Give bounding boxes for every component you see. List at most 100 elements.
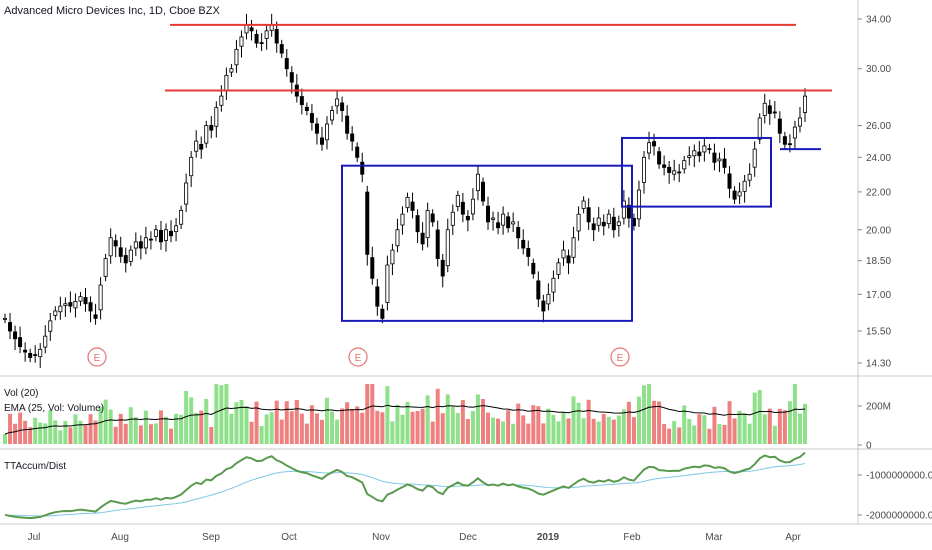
candle-body [28,352,33,358]
candle-body [792,126,797,139]
candle-body [375,286,380,307]
volume-bar [194,412,199,444]
candle-body [586,207,591,223]
volume-bar [415,411,420,444]
candle-body [314,123,319,134]
candle-body [611,216,616,231]
volume-bar [264,414,269,444]
candle-body [415,215,420,233]
candle-body [470,198,475,215]
range-box [621,136,772,208]
volume-bar [38,422,43,444]
candle-body [18,337,23,348]
candle-body [38,348,43,358]
candle-body [561,249,566,259]
volume-bar [345,402,350,444]
volume-bar [350,409,355,444]
earnings-marker-label: E [94,353,101,364]
candle-body [325,123,330,141]
candle-body [501,213,506,226]
volume-bar [792,384,797,444]
volume-bar [214,384,219,444]
time-tick-label: Apr [785,532,801,543]
candle-body [626,204,631,219]
candle-body [556,262,561,275]
volume-bar [43,423,48,444]
candle-body [204,125,209,144]
candle-body [667,166,672,173]
candle-body [174,225,179,233]
candle-body [53,310,58,316]
volume-bar [269,412,274,444]
volume-bar [68,427,73,444]
volume-bar [420,408,425,444]
volume-bar [410,411,415,444]
volume-bar [672,421,677,444]
volume-bar [762,414,767,444]
volume-bar [158,410,163,444]
candle-body [284,58,289,70]
volume-bar [687,419,692,444]
volume-bar [470,411,475,444]
candle-body [189,156,194,177]
candle-body [299,96,304,106]
volume-bar [440,413,445,444]
volume-bars [3,384,807,444]
candle-body [244,24,249,34]
volume-bar [551,415,556,444]
volume-bar [797,413,802,444]
candle-body [455,195,460,207]
volume-bar [199,410,204,444]
chart-title: Advanced Micro Devices Inc, 1D, Cboe BZX [4,5,220,17]
volume-bar [3,434,7,444]
volume-bar [259,426,264,444]
time-tick-label: Aug [111,532,129,543]
candle-body [395,229,400,247]
volume-bar [722,425,727,444]
candle-body [606,213,611,225]
volume-bar [667,428,672,444]
volume-bar [732,418,737,444]
candle-body [133,241,138,249]
volume-bar [133,417,138,444]
volume-bar [581,418,586,444]
candle-body [551,277,556,293]
candle-body [777,118,782,134]
volume-bar [289,411,294,444]
volume-bar [340,408,345,444]
volume-bar [450,406,455,444]
price-axis-ticks: 34.00 30.00 26.00 24.00 22.00 20.00 18.50 17.00… [858,15,932,522]
volume-bar [88,414,93,444]
candle-body [219,95,224,106]
earnings-marker [348,347,368,367]
volume-bar [641,385,646,444]
candle-body [43,335,48,348]
earnings-marker-label: E [355,353,362,364]
volume-bar [631,417,636,444]
accum-dist-layer [4,451,806,520]
time-tick-label: Sep [202,532,220,543]
volume-bar [777,408,782,444]
candle-body [98,284,103,311]
candle-body [58,305,63,313]
candle-body [496,222,501,229]
candle-body [747,173,752,181]
candle-body [571,237,576,258]
volume-bar [616,415,621,444]
candle-body [194,140,199,152]
candle-body [576,213,581,232]
volume-bar [108,409,113,444]
annotation-layer [165,23,832,322]
volume-bar [204,399,209,444]
volume-bar [48,410,53,444]
volume-bar [707,428,712,444]
volume-bar [319,419,324,444]
time-axis-ticks: Jul Aug Sep Oct Nov Dec 2019 Feb Mar Apr [28,532,802,543]
range-box [341,164,633,322]
candle-body [345,115,350,134]
volume-bar [757,390,762,444]
volume-bar [330,411,335,444]
candle-body [480,181,485,202]
candle-body [350,133,355,142]
candle-body [304,106,309,111]
